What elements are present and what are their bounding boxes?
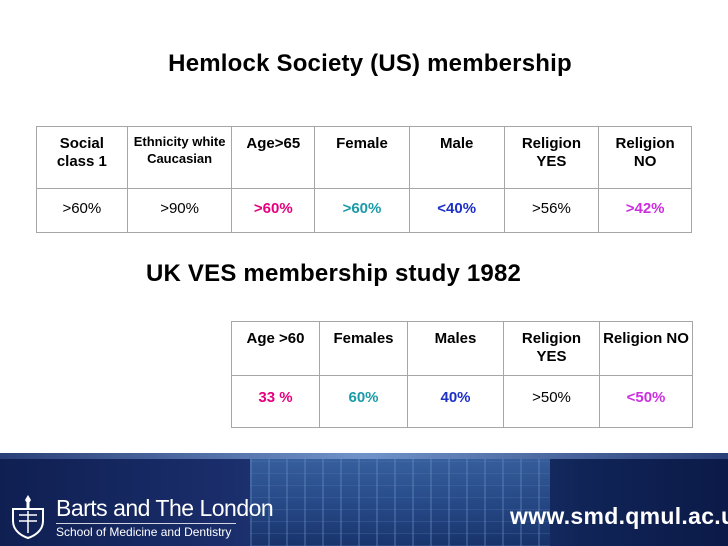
website-url: www.smd.qmul.ac.uk <box>510 503 728 529</box>
table-row: >60% >90% >60% >60% <40% >56% >42% <box>36 188 692 233</box>
header-cell: Religion YES <box>503 321 600 376</box>
header-cell: Males <box>407 321 504 376</box>
footer-banner: Barts and The London School of Medicine … <box>0 453 728 546</box>
value-cell: 60% <box>319 375 408 428</box>
value-cell: 33 % <box>231 375 320 428</box>
header-cell: Female <box>314 126 410 189</box>
value-cell: <50% <box>599 375 693 428</box>
title-ves: UK VES membership study 1982 <box>146 260 522 287</box>
header-cell: Age >60 <box>231 321 320 376</box>
value-cell: >42% <box>598 188 692 233</box>
value-cell: >60% <box>231 188 316 233</box>
header-cell: Religion NO <box>599 321 693 376</box>
value-cell: 40% <box>407 375 504 428</box>
table-header-row: Age >60 Females Males Religion YES Relig… <box>231 321 693 376</box>
building-photo <box>250 453 550 546</box>
brand-name: Barts and The London <box>56 495 274 521</box>
header-cell: Ethnicity white Caucasian <box>126 126 233 189</box>
value-cell: >60% <box>36 188 128 233</box>
value-cell: >60% <box>314 188 410 233</box>
title-hemlock: Hemlock Society (US) membership <box>168 50 572 77</box>
header-cell: Social class 1 <box>36 126 128 189</box>
value-cell: <40% <box>408 188 505 233</box>
table-header-row: Social class 1 Ethnicity white Caucasian… <box>36 126 692 189</box>
value-cell: >56% <box>503 188 600 233</box>
table-row: 33 % 60% 40% >50% <50% <box>231 375 693 428</box>
header-cell: Age>65 <box>231 126 316 189</box>
footer-stripe <box>0 453 728 459</box>
hemlock-table: Social class 1 Ethnicity white Caucasian… <box>36 126 692 233</box>
ves-table: Age >60 Females Males Religion YES Relig… <box>231 321 693 428</box>
brand-subtitle: School of Medicine and Dentistry <box>56 523 236 539</box>
header-cell: Religion NO <box>598 126 692 189</box>
value-cell: >90% <box>126 188 233 233</box>
value-cell: >50% <box>503 375 600 428</box>
header-cell: Females <box>319 321 408 376</box>
header-cell: Male <box>408 126 505 189</box>
header-cell: Religion YES <box>503 126 600 189</box>
crest-icon <box>12 495 44 539</box>
